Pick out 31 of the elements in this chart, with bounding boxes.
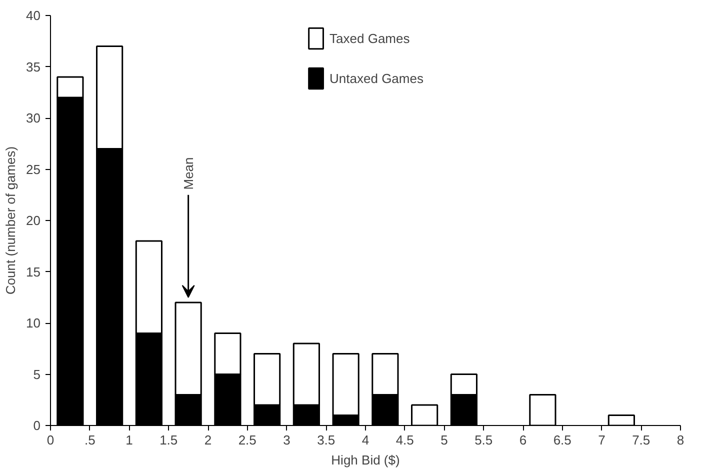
x-tick-label: 3 bbox=[283, 432, 290, 448]
x-tick-label: 7 bbox=[598, 432, 606, 448]
y-tick-label: 20 bbox=[26, 213, 41, 228]
y-tick-label: 15 bbox=[26, 264, 41, 280]
x-tick-label: 1.5 bbox=[160, 432, 178, 448]
x-tick-label: 3.5 bbox=[317, 432, 336, 448]
y-tick-label: 25 bbox=[26, 162, 41, 177]
x-tick-label: 2.5 bbox=[238, 432, 256, 448]
x-tick-label: 8 bbox=[676, 432, 684, 448]
x-tick-label: 4.5 bbox=[396, 432, 414, 448]
annotation: Mean bbox=[180, 157, 196, 190]
x-tick-label: 0 bbox=[46, 432, 54, 448]
x-tick-label: 5.5 bbox=[474, 432, 493, 448]
y-tick-label: 30 bbox=[26, 110, 41, 126]
x-axis-title: High Bid ($) bbox=[331, 452, 400, 468]
x-tick-label: 1 bbox=[126, 432, 133, 448]
legend-label: Taxed Games bbox=[330, 30, 410, 46]
y-tick-label: 0 bbox=[33, 418, 41, 433]
legend-label: Untaxed Games bbox=[330, 70, 424, 86]
y-axis-title: Count (number of games) bbox=[3, 146, 18, 295]
y-tick-label: 40 bbox=[26, 8, 41, 23]
x-tick-label: .5 bbox=[84, 432, 96, 448]
y-tick-label: 35 bbox=[26, 59, 41, 74]
x-tick-label: 4 bbox=[362, 432, 370, 448]
x-tick-label: 2 bbox=[204, 432, 212, 448]
x-tick-label: 6 bbox=[519, 432, 527, 448]
y-tick-label: 5 bbox=[33, 366, 41, 382]
y-tick-label: 10 bbox=[26, 316, 41, 330]
x-tick-label: 6.5 bbox=[553, 432, 572, 448]
x-tick-label: 7.5 bbox=[632, 432, 650, 448]
x-tick-label: 5 bbox=[440, 432, 448, 448]
